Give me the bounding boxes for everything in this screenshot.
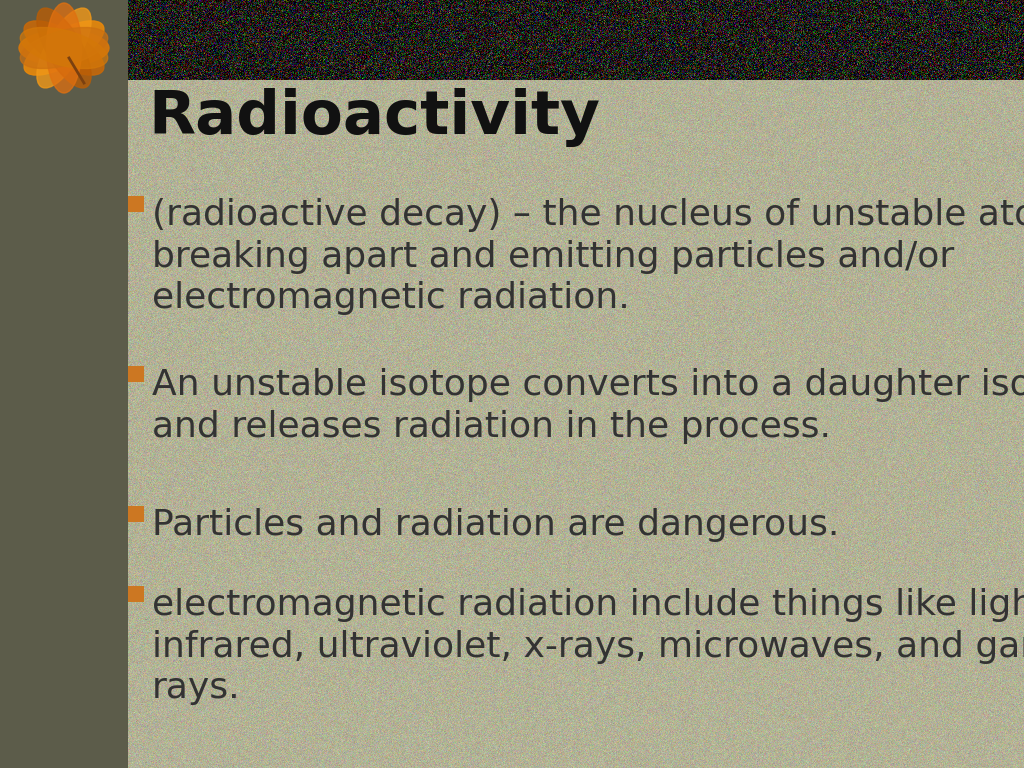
Text: (radioactive decay) – the nucleus of unstable atoms
breaking apart and emitting : (radioactive decay) – the nucleus of uns… bbox=[152, 198, 1024, 315]
Text: Particles and radiation are dangerous.: Particles and radiation are dangerous. bbox=[152, 508, 840, 542]
Ellipse shape bbox=[20, 28, 108, 68]
Text: An unstable isotope converts into a daughter isotope
and releases radiation in t: An unstable isotope converts into a daug… bbox=[152, 368, 1024, 444]
Bar bbox=[128, 586, 144, 602]
Ellipse shape bbox=[19, 31, 109, 65]
Ellipse shape bbox=[37, 8, 91, 88]
Ellipse shape bbox=[24, 21, 104, 75]
Bar bbox=[128, 506, 144, 522]
Text: electromagnetic radiation include things like light,
infrared, ultraviolet, x-ra: electromagnetic radiation include things… bbox=[152, 588, 1024, 705]
Bar bbox=[128, 196, 144, 212]
Ellipse shape bbox=[37, 8, 91, 88]
Bar bbox=[0, 0, 128, 768]
Ellipse shape bbox=[20, 28, 108, 68]
Bar bbox=[128, 366, 144, 382]
Ellipse shape bbox=[46, 3, 82, 93]
Ellipse shape bbox=[24, 21, 104, 75]
Text: Radioactivity: Radioactivity bbox=[148, 88, 600, 147]
